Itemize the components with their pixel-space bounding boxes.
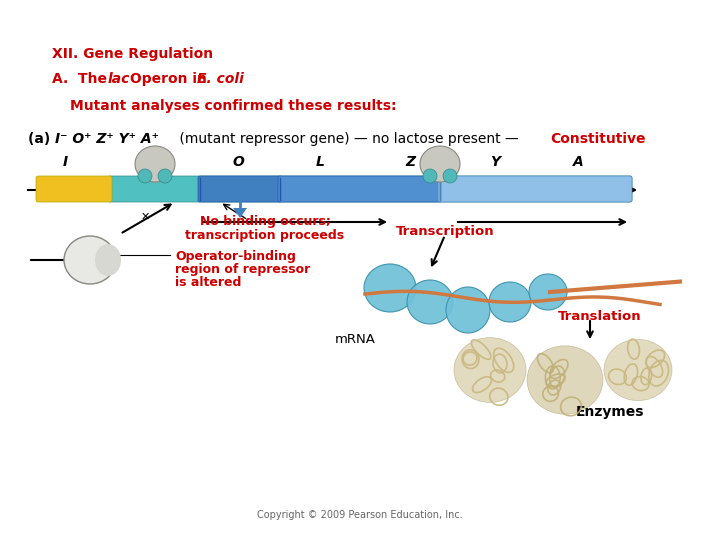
Text: transcription proceeds: transcription proceeds <box>186 229 345 242</box>
Ellipse shape <box>135 146 175 182</box>
Ellipse shape <box>158 169 172 183</box>
Text: is altered: is altered <box>175 276 241 289</box>
Text: Y: Y <box>490 155 500 169</box>
Ellipse shape <box>420 146 460 182</box>
Text: E. coli: E. coli <box>197 72 244 86</box>
Text: Z: Z <box>405 155 415 169</box>
Ellipse shape <box>604 340 672 401</box>
FancyBboxPatch shape <box>108 176 632 202</box>
Ellipse shape <box>64 236 116 284</box>
Ellipse shape <box>529 274 567 310</box>
Ellipse shape <box>446 287 490 333</box>
Ellipse shape <box>527 346 603 414</box>
Text: XII. Gene Regulation: XII. Gene Regulation <box>52 47 213 61</box>
Text: No binding occurs;: No binding occurs; <box>199 215 330 228</box>
Text: Mutant analyses confirmed these results:: Mutant analyses confirmed these results: <box>70 99 397 113</box>
Text: P: P <box>150 155 160 169</box>
Text: Copyright © 2009 Pearson Education, Inc.: Copyright © 2009 Pearson Education, Inc. <box>257 510 463 520</box>
Text: A: A <box>572 155 583 169</box>
Text: I: I <box>63 155 68 169</box>
Text: region of repressor: region of repressor <box>175 263 310 276</box>
Text: Translation: Translation <box>558 310 642 323</box>
Text: (a): (a) <box>28 132 55 146</box>
Ellipse shape <box>489 282 531 322</box>
Ellipse shape <box>407 280 453 324</box>
Polygon shape <box>233 208 247 218</box>
Text: L: L <box>315 155 325 169</box>
Text: A.  The: A. The <box>52 72 112 86</box>
Ellipse shape <box>364 264 416 312</box>
FancyBboxPatch shape <box>198 176 282 202</box>
Text: (mutant repressor gene) — no lactose present —: (mutant repressor gene) — no lactose pre… <box>175 132 523 146</box>
Text: Transcription: Transcription <box>396 225 495 238</box>
Ellipse shape <box>423 169 437 183</box>
FancyBboxPatch shape <box>278 176 442 202</box>
Text: Constitutive: Constitutive <box>550 132 646 146</box>
Text: Operator-binding: Operator-binding <box>175 250 296 263</box>
Ellipse shape <box>138 169 152 183</box>
FancyBboxPatch shape <box>438 176 632 202</box>
Text: O: O <box>232 155 244 169</box>
Text: Enzymes: Enzymes <box>576 405 644 419</box>
FancyBboxPatch shape <box>36 176 112 202</box>
Ellipse shape <box>454 338 526 402</box>
Text: ✕: ✕ <box>140 212 150 222</box>
Ellipse shape <box>95 244 121 276</box>
Text: I⁻ O⁺ Z⁺ Y⁺ A⁺: I⁻ O⁺ Z⁺ Y⁺ A⁺ <box>55 132 159 146</box>
Text: mRNA: mRNA <box>335 333 375 346</box>
Ellipse shape <box>443 169 457 183</box>
Text: lac: lac <box>108 72 130 86</box>
Text: Operon in: Operon in <box>125 72 212 86</box>
